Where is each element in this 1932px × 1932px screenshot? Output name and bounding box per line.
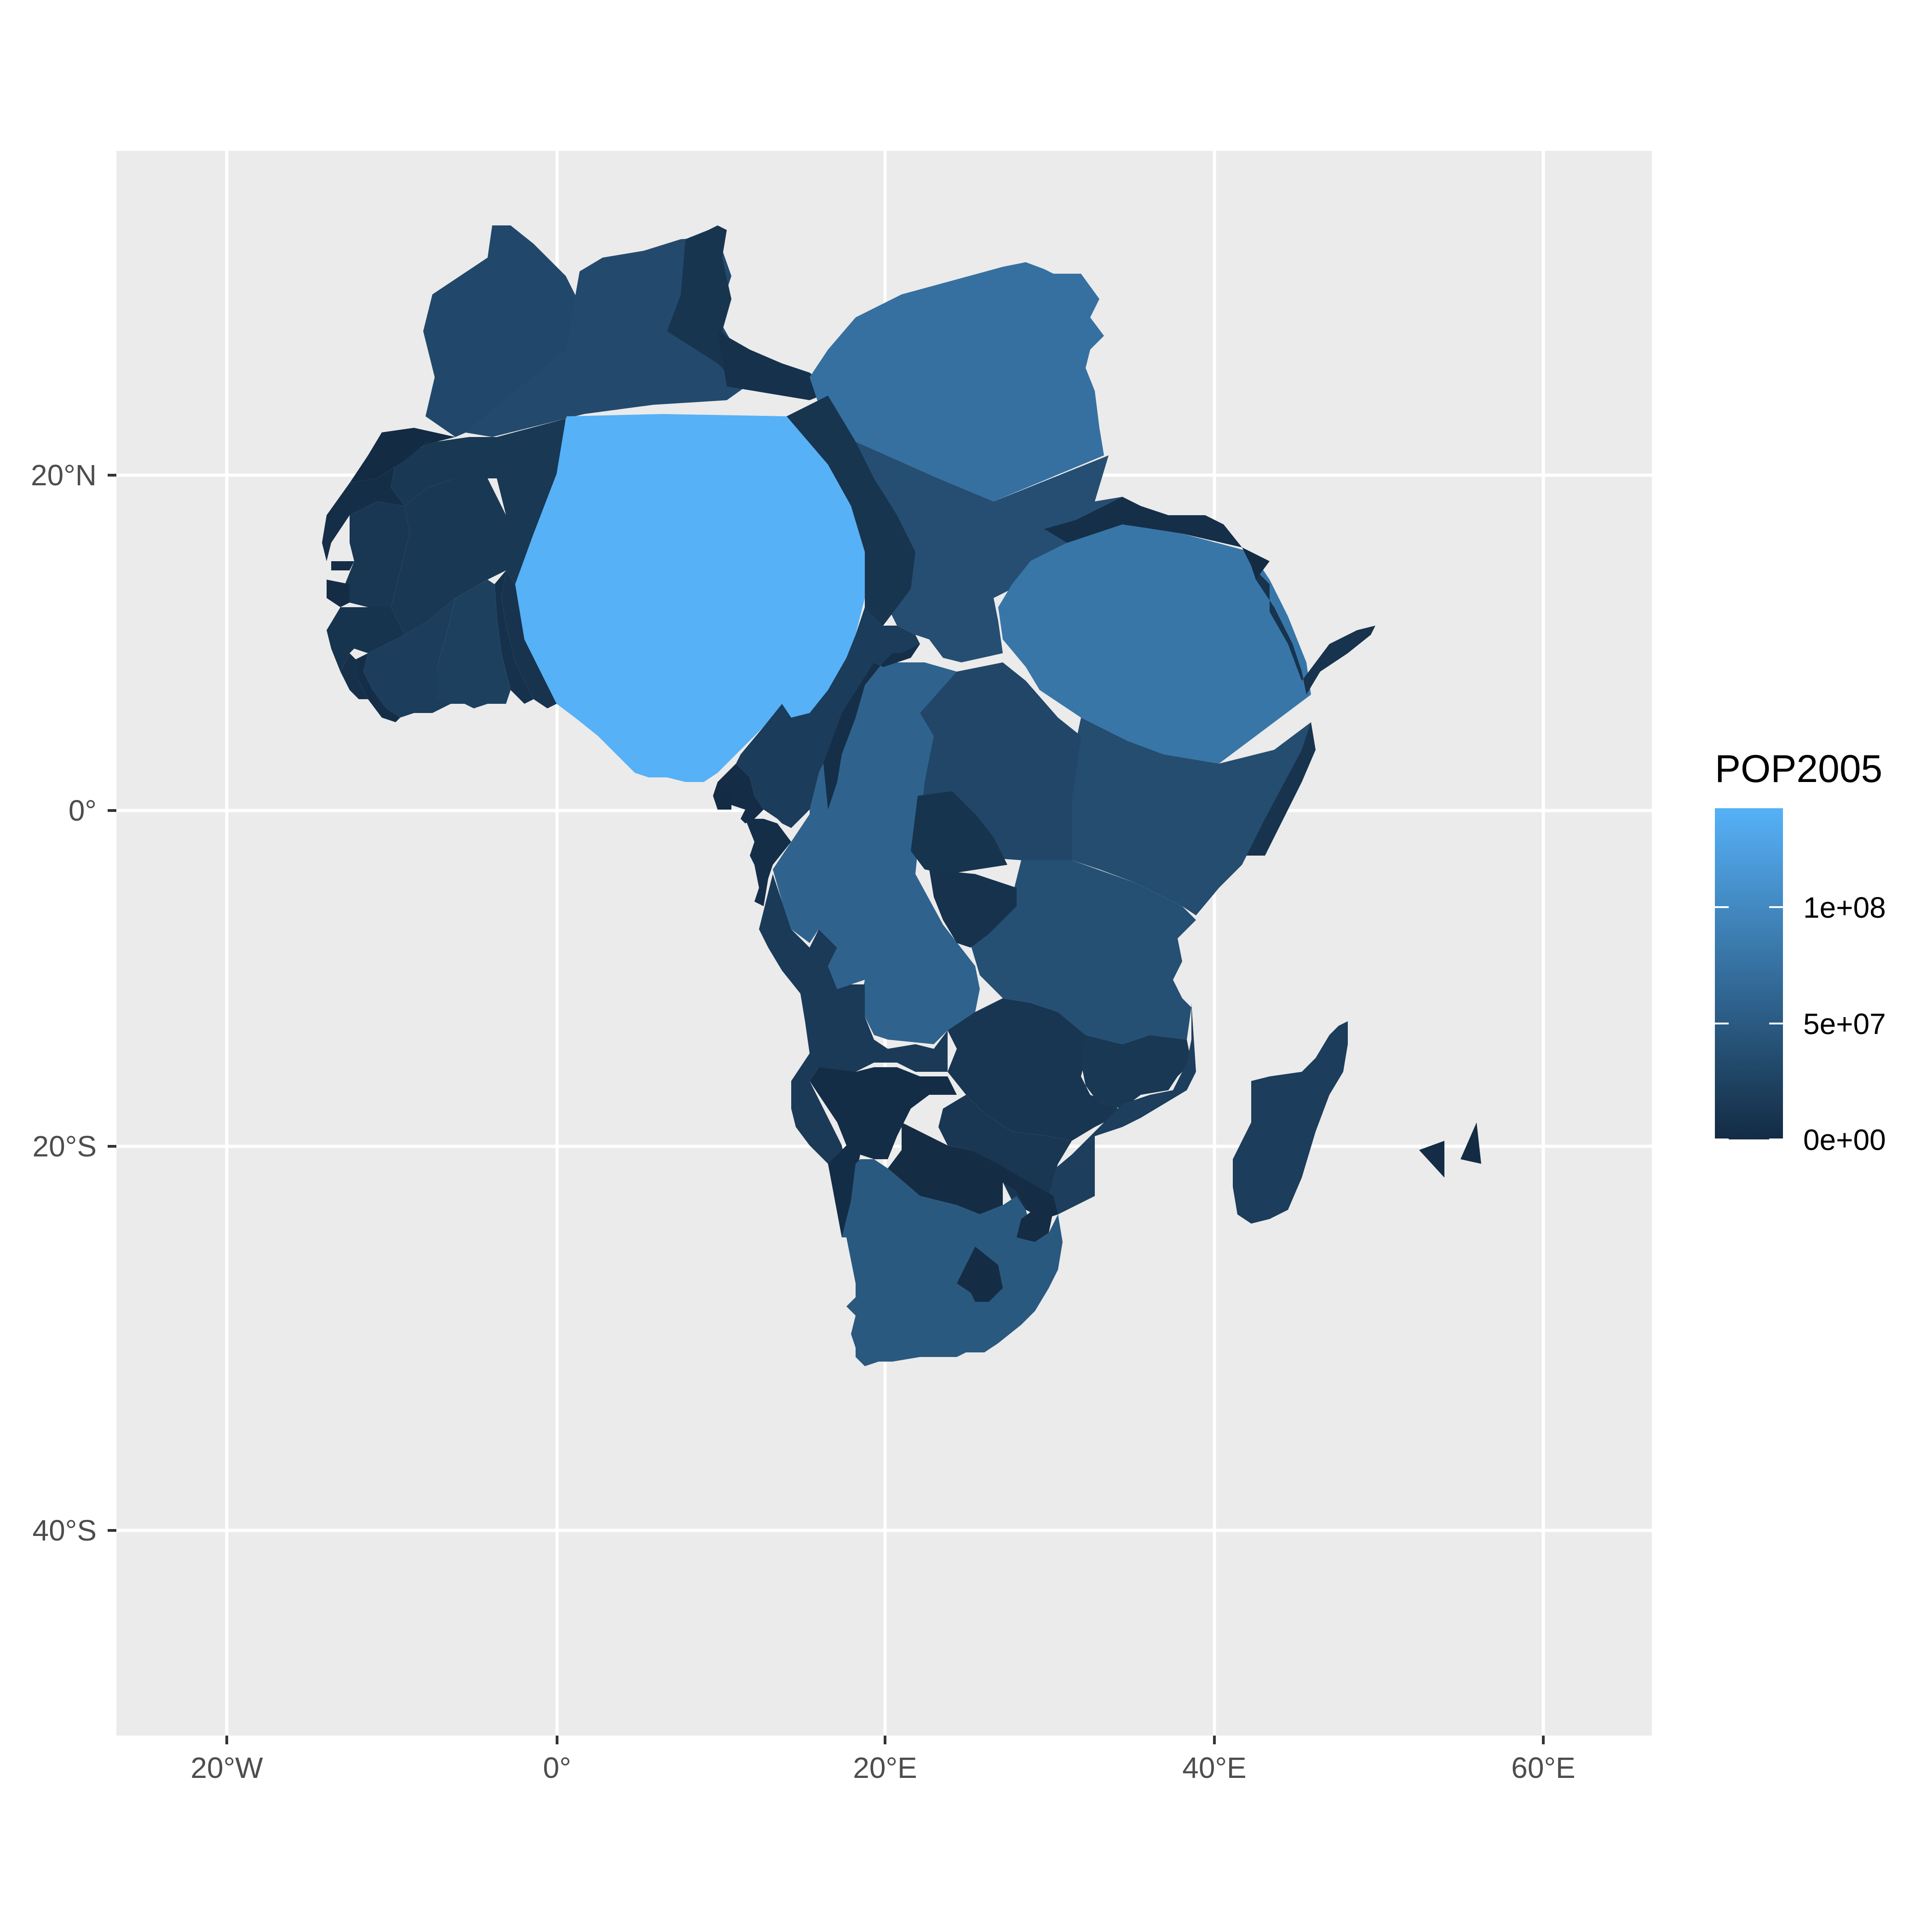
region-zambia[interactable] — [948, 998, 1122, 1141]
legend-label-5e7: 5e+07 — [1803, 1007, 1886, 1041]
x-tick-label-0: 0° — [543, 1751, 571, 1784]
region-botswana[interactable] — [888, 1122, 1058, 1219]
region-madagascar[interactable] — [1233, 1021, 1348, 1224]
region-tunisia[interactable] — [667, 225, 759, 386]
region-ethiopia[interactable] — [998, 524, 1311, 764]
region-niger[interactable] — [497, 419, 566, 584]
region-lesotho[interactable] — [957, 1247, 1003, 1302]
region-benin[interactable] — [501, 570, 557, 708]
x-tick-label-60e: 60°E — [1511, 1751, 1575, 1784]
region-mali[interactable] — [391, 437, 497, 506]
region-gabon[interactable] — [718, 764, 764, 823]
x-axis: 20°W 0° 20°E 40°E 60°E — [190, 1736, 1576, 1784]
region-car[interactable] — [823, 644, 920, 810]
region-angola[interactable] — [759, 874, 948, 1168]
x-tick-label-40e: 40°E — [1182, 1751, 1246, 1784]
region-liberia[interactable] — [350, 653, 400, 722]
legend-label-0: 0e+00 — [1803, 1123, 1886, 1156]
region-drc[interactable] — [773, 662, 980, 1044]
region-south-africa[interactable] — [842, 1159, 1063, 1366]
y-tick-label-20s: 20°S — [33, 1130, 97, 1163]
region-djibouti[interactable] — [1242, 547, 1270, 580]
country-polygons — [322, 225, 1481, 1366]
y-tick-label-40s: 40°S — [33, 1514, 97, 1547]
region-ivory-coast[interactable] — [363, 598, 455, 718]
region-egypt[interactable] — [810, 262, 1104, 501]
region-namibia[interactable] — [810, 1067, 957, 1237]
y-tick-label-20n: 20°N — [31, 459, 97, 492]
region-mauritania[interactable] — [322, 442, 437, 561]
region-rwanda[interactable] — [911, 791, 1007, 874]
region-mauritius[interactable] — [1419, 1141, 1444, 1178]
legend-colorbar — [1715, 808, 1783, 1139]
region-nigeria[interactable] — [515, 414, 865, 782]
region-gambia[interactable] — [331, 561, 354, 570]
region-ghana[interactable] — [437, 580, 511, 708]
region-tanzania[interactable] — [966, 860, 1196, 1044]
region-malawi[interactable] — [1081, 1035, 1191, 1109]
x-tick-label-20w: 20°W — [190, 1751, 263, 1784]
legend: POP2005 1e+08 5e+07 0e+00 — [1715, 747, 1886, 1156]
region-chad[interactable] — [787, 396, 915, 644]
region-reunion[interactable] — [1460, 1122, 1481, 1164]
legend-label-1e8: 1e+08 — [1803, 891, 1886, 924]
region-togo[interactable] — [494, 570, 534, 704]
region-burundi[interactable] — [929, 869, 1017, 948]
y-tick-label-0: 0° — [69, 794, 97, 827]
region-guinea-bissau[interactable] — [327, 580, 350, 607]
region-senegal[interactable] — [345, 501, 409, 607]
region-burkina-faso[interactable] — [391, 478, 506, 635]
region-guinea[interactable] — [327, 607, 405, 672]
region-morocco[interactable] — [423, 225, 589, 437]
region-libya[interactable] — [718, 331, 833, 400]
region-western-sahara[interactable] — [350, 428, 455, 483]
y-axis: 20°N 0° 20°S 40°S — [31, 459, 116, 1547]
region-sudan[interactable] — [856, 442, 1136, 662]
region-mozambique[interactable] — [1044, 1003, 1196, 1214]
region-swaziland[interactable] — [1017, 1205, 1053, 1242]
region-eritrea[interactable] — [1044, 497, 1242, 547]
region-somalia[interactable] — [1256, 570, 1375, 695]
region-congo[interactable] — [745, 819, 791, 906]
legend-title: POP2005 — [1715, 747, 1882, 790]
region-equatorial-guinea[interactable] — [713, 782, 731, 810]
x-tick-label-20e: 20°E — [853, 1751, 917, 1784]
region-kenya[interactable] — [1067, 718, 1311, 915]
region-zimbabwe[interactable] — [938, 1095, 1072, 1210]
region-sierra-leone[interactable] — [340, 653, 368, 699]
